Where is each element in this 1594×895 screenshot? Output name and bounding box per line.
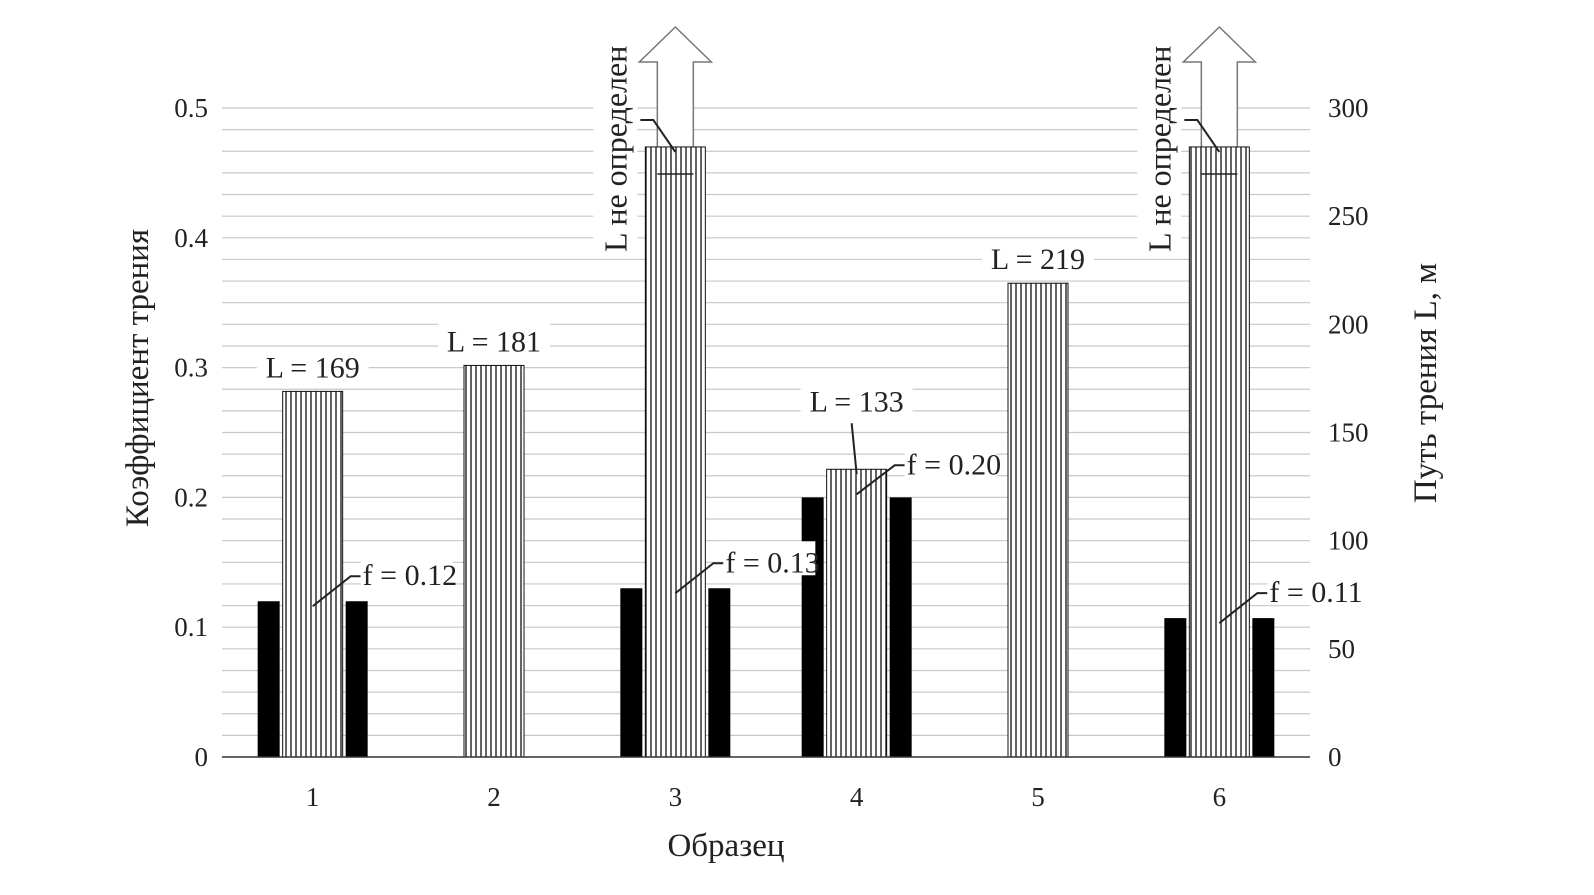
f-bar-left: [620, 588, 643, 757]
label-bg: [1137, 14, 1182, 254]
leader-line: [674, 562, 724, 595]
x-tick-label: 4: [850, 782, 864, 812]
f-value-label: f = 0.12: [363, 559, 457, 592]
f-value-label: f = 0.13: [725, 546, 819, 579]
y2-tick-label: 200: [1328, 309, 1369, 339]
label-bg: [723, 541, 816, 576]
label-bg: [593, 14, 638, 254]
label-bg: [1267, 571, 1360, 606]
label-bg: [800, 383, 913, 420]
x-tick-label: 3: [669, 782, 683, 812]
f-bar-right: [345, 601, 368, 757]
f-bar-right: [708, 588, 731, 757]
f-value-label: f = 0.20: [907, 448, 1001, 481]
f-bar-left: [801, 497, 824, 757]
leader-line: [1218, 592, 1268, 624]
axes: 0 0.1 0.2 0.3 0.4 0.5 0 50 100 150 200 250 300 1 2 3 4 5 6…: [120, 93, 1444, 864]
L-bar: [1007, 282, 1069, 758]
y2-tick-label: 250: [1328, 201, 1369, 231]
x-tick-label: 2: [487, 782, 501, 812]
y2-tick-label: 0: [1328, 742, 1342, 772]
y-tick-label: 0.2: [174, 482, 208, 512]
y-tick-label: 0.4: [174, 223, 208, 253]
L-bar: [826, 468, 888, 758]
y2-tick-label: 50: [1328, 634, 1355, 664]
y2-axis-title: Путь трения L, м: [1408, 263, 1444, 503]
f-bar-right: [889, 497, 912, 757]
label-bg: [904, 443, 997, 478]
leader-line: [640, 119, 677, 153]
x-axis-title: Образец: [667, 828, 784, 864]
leader-line: [856, 464, 905, 496]
f-bar-left: [1164, 618, 1187, 757]
L-bar: [644, 146, 706, 758]
y2-tick-label: 300: [1328, 93, 1369, 123]
label-bg: [256, 349, 369, 386]
label-bg: [982, 241, 1094, 278]
L-bar: [1188, 146, 1250, 758]
f-bar-left: [257, 601, 280, 757]
leader-line: [850, 423, 858, 475]
y-axis-title: Коэффициент трения: [120, 229, 156, 527]
label-bg: [360, 554, 453, 589]
gridlines: [222, 107, 1310, 736]
L-bar: [463, 364, 525, 758]
L-value-label: L = 181: [447, 325, 541, 358]
y2-tick-label: 150: [1328, 418, 1369, 448]
L-undetermined-label: L не определен: [1141, 46, 1177, 252]
y-tick-label: 0.3: [174, 353, 208, 383]
L-value-label: L = 169: [266, 351, 360, 384]
L-bar: [282, 390, 344, 758]
x-tick-label: 5: [1031, 782, 1045, 812]
y-tick-label: 0: [195, 742, 209, 772]
label-bg: [438, 323, 550, 360]
annotations: L = 169 f = 0.12 L = 181 f = 0.13 L не опред…: [256, 14, 1363, 624]
y-tick-label: 0.1: [174, 612, 208, 642]
y2-tick-label: 100: [1328, 526, 1369, 556]
f-value-label: f = 0.11: [1269, 576, 1362, 609]
f-bar-right: [1252, 618, 1275, 757]
leader-line: [1184, 119, 1221, 153]
y-tick-label: 0.5: [174, 93, 208, 123]
L-value-label: L = 219: [991, 243, 1085, 276]
bars: [257, 25, 1275, 758]
L-value-label: L = 133: [810, 385, 904, 418]
x-tick-label: 6: [1213, 782, 1227, 812]
x-tick-label: 1: [306, 782, 320, 812]
leader-line: [312, 575, 361, 608]
L-undetermined-label: L не определен: [597, 46, 633, 252]
